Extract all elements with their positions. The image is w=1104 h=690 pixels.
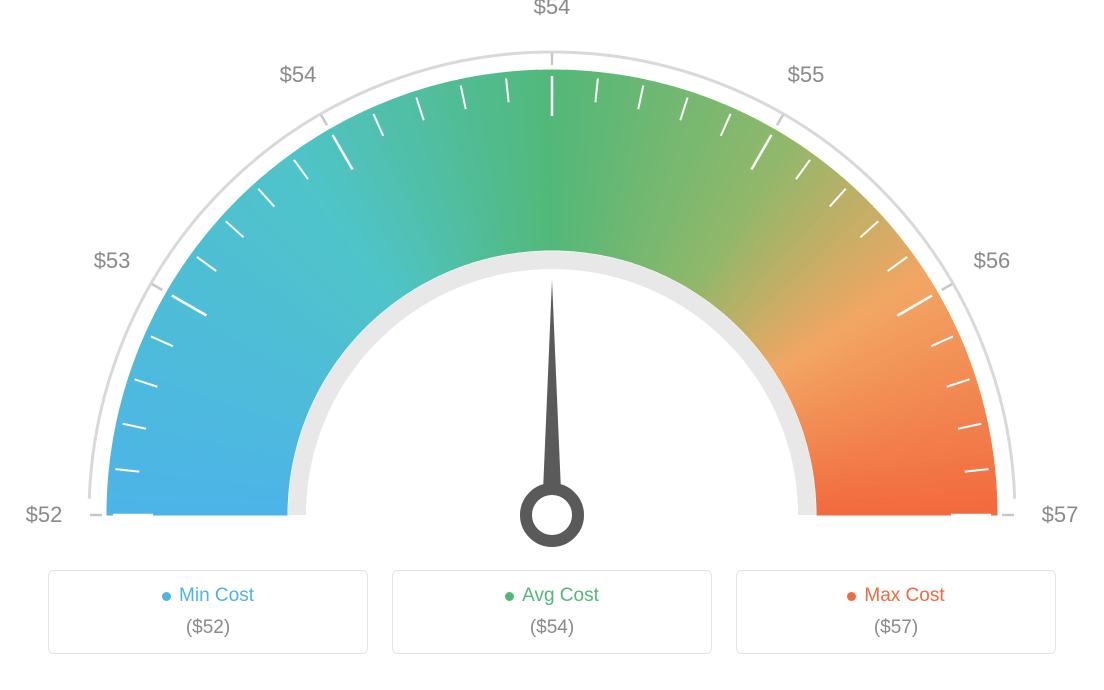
legend-label: Avg Cost: [522, 585, 599, 607]
gauge-chart: [0, 0, 1104, 560]
legend-card-avg: Avg Cost ($54): [392, 570, 712, 654]
legend-row: Min Cost ($52) Avg Cost ($54) Max Cost (…: [0, 570, 1104, 654]
gauge-container: $52 $53 $54 $54 $55 $56 $57: [0, 0, 1104, 560]
gauge-tick-label: $52: [26, 502, 63, 528]
gauge-tick-label: $54: [534, 0, 571, 20]
legend-value: ($57): [757, 617, 1035, 639]
legend-label-row: Avg Cost: [413, 585, 691, 607]
legend-value: ($52): [69, 617, 347, 639]
gauge-tick-label: $57: [1042, 502, 1079, 528]
legend-label-row: Min Cost: [69, 585, 347, 607]
legend-value: ($54): [413, 617, 691, 639]
gauge-tick-label: $53: [94, 248, 131, 274]
legend-label: Max Cost: [864, 585, 944, 607]
legend-card-max: Max Cost ($57): [736, 570, 1056, 654]
dot-icon: [162, 592, 171, 601]
legend-card-min: Min Cost ($52): [48, 570, 368, 654]
gauge-tick-label: $55: [788, 62, 825, 88]
dot-icon: [505, 592, 514, 601]
legend-label-row: Max Cost: [757, 585, 1035, 607]
gauge-tick-label: $54: [280, 62, 317, 88]
gauge-tick-label: $56: [974, 248, 1011, 274]
legend-label: Min Cost: [179, 585, 254, 607]
dot-icon: [847, 592, 856, 601]
